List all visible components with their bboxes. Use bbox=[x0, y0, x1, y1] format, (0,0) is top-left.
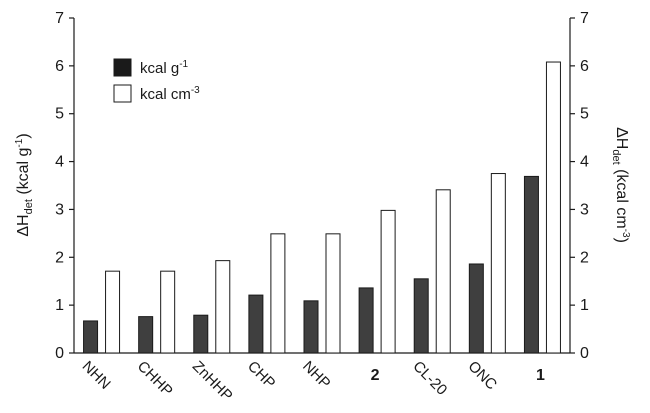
right-tick-label: 7 bbox=[580, 10, 589, 27]
bar-kcal-cm bbox=[435, 189, 451, 354]
bar-kcal-g bbox=[523, 175, 539, 354]
bar-kcal-cm bbox=[380, 209, 396, 354]
category-label: 2 bbox=[371, 367, 380, 384]
left-tick-label: 7 bbox=[55, 10, 64, 27]
bar-kcal-cm bbox=[160, 270, 176, 354]
bar-kcal-cm bbox=[490, 173, 506, 354]
category-labels: NHN CHHP ZnHHP CHP NHP 2 CL-20 ONC 1 bbox=[79, 358, 545, 405]
legend-label-kcal-g: kcal g-1 bbox=[140, 59, 189, 77]
left-tick-label: 4 bbox=[55, 154, 64, 171]
plot-area: 0 0 1 1 2 2 3 3 4 4 5 5 6 6 7 7 NHN CHHP ZnHHP CHP NHP 2 CL-2… bbox=[55, 10, 589, 405]
bar-kcal-cm bbox=[105, 270, 121, 354]
category-label: CHHP bbox=[134, 358, 176, 400]
bar-kcal-g bbox=[138, 316, 154, 354]
legend-label-kcal-cm: kcal cm-3 bbox=[140, 85, 200, 103]
right-axis-title: ΔHdet (kcal cm-3) bbox=[610, 127, 631, 243]
category-label: NHP bbox=[299, 358, 333, 392]
left-tick-label: 5 bbox=[55, 106, 64, 123]
category-label: NHN bbox=[79, 358, 114, 393]
legend-swatch-kcal-g bbox=[113, 58, 132, 77]
bar-kcal-g bbox=[413, 278, 429, 354]
left-tick-label: 3 bbox=[55, 201, 64, 218]
category-label: ZnHHP bbox=[189, 358, 236, 405]
bar-kcal-g bbox=[468, 263, 484, 354]
bar-kcal-g bbox=[358, 287, 374, 354]
left-tick-label: 1 bbox=[55, 297, 64, 314]
category-label: ONC bbox=[465, 358, 501, 394]
bar-kcal-g bbox=[83, 320, 99, 354]
right-tick-label: 0 bbox=[580, 345, 589, 362]
right-tick-label: 3 bbox=[580, 201, 589, 218]
category-label: 1 bbox=[536, 367, 545, 384]
left-axis-title: ΔHdet (kcal g-1) bbox=[14, 133, 35, 236]
bar-kcal-cm bbox=[325, 233, 341, 354]
legend-swatch-kcal-cm bbox=[113, 84, 132, 103]
category-label: CL-20 bbox=[409, 358, 450, 399]
left-tick-label: 6 bbox=[55, 58, 64, 75]
legend: kcal g-1 kcal cm-3 bbox=[113, 58, 200, 103]
right-tick-label: 2 bbox=[580, 249, 589, 266]
bar-kcal-cm bbox=[545, 61, 561, 354]
bars bbox=[83, 61, 561, 354]
bar-kcal-g bbox=[303, 300, 319, 354]
right-tick-label: 5 bbox=[580, 106, 589, 123]
left-tick-label: 2 bbox=[55, 249, 64, 266]
bar-kcal-cm bbox=[270, 233, 286, 354]
bar-kcal-g bbox=[248, 294, 264, 354]
right-tick-label: 6 bbox=[580, 58, 589, 75]
right-tick-label: 1 bbox=[580, 297, 589, 314]
right-tick-label: 4 bbox=[580, 154, 589, 171]
category-label: CHP bbox=[244, 358, 278, 392]
y-ticks: 0 0 1 1 2 2 3 3 4 4 5 5 6 6 7 7 bbox=[55, 10, 589, 362]
left-tick-label: 0 bbox=[55, 345, 64, 362]
bar-kcal-g bbox=[193, 314, 209, 354]
bar-kcal-cm bbox=[215, 260, 231, 354]
